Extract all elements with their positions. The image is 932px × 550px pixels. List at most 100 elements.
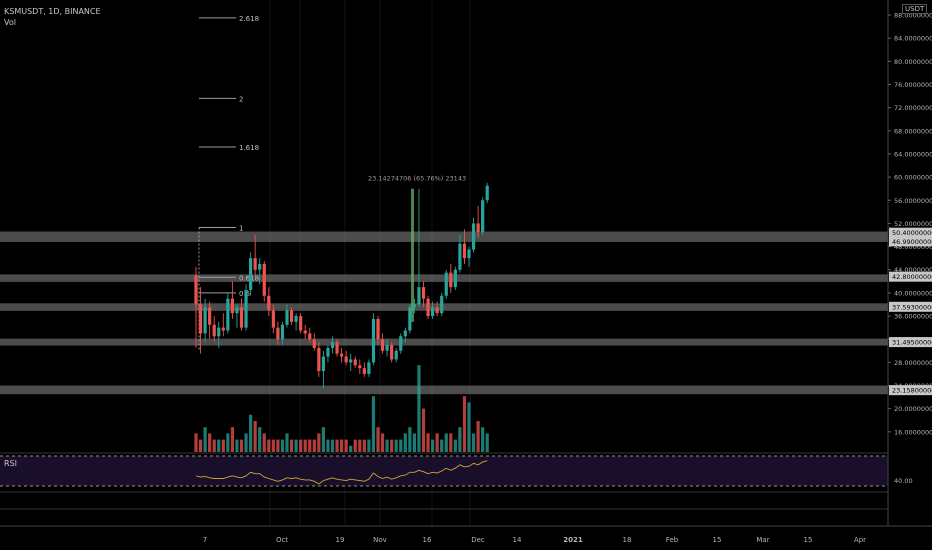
volume-bar <box>481 427 485 452</box>
candle-body <box>426 298 430 317</box>
volume-bar <box>253 421 257 452</box>
fib-level-label: 2.618 <box>239 15 259 23</box>
price-tick-label: 76.00000000 <box>894 81 932 89</box>
candle-body <box>431 307 435 317</box>
volume-bar <box>258 427 262 452</box>
candle-body <box>303 330 307 334</box>
price-badge <box>889 236 932 247</box>
candle-body <box>481 200 485 233</box>
volume-bar <box>399 439 403 452</box>
time-tick-label: 19 <box>336 536 345 544</box>
volume-bar <box>230 427 234 452</box>
zone-band <box>0 274 888 282</box>
volume-bar <box>385 439 389 452</box>
volume-bar <box>462 396 467 452</box>
time-axis[interactable]: 7 Oct 19 Nov 16 Dec 14 2021 18 Feb 15 Mar 15 Apr <box>0 525 932 544</box>
candle-body <box>326 347 330 357</box>
candle-body <box>285 310 289 325</box>
time-tick-label: Feb <box>666 536 679 544</box>
fib-level-label: 2 <box>239 95 243 103</box>
price-badge-label: 42.80000000 <box>892 273 932 281</box>
price-badge-label: 31.49500000 <box>892 339 932 347</box>
rsi-legend[interactable]: RSI <box>4 459 17 468</box>
candle-body <box>335 342 339 354</box>
volume-bar <box>194 433 198 452</box>
price-badge <box>889 385 932 396</box>
volume-bar <box>371 396 376 452</box>
volume-bar <box>276 439 280 452</box>
volume-bar <box>458 427 462 452</box>
candle-body <box>203 307 207 334</box>
time-tick-label: Oct <box>276 536 288 544</box>
volume-bar <box>471 433 476 452</box>
candle-body <box>212 324 216 337</box>
volume-bar <box>340 439 344 452</box>
volume-bar <box>235 439 239 452</box>
volume-legend[interactable]: Vol <box>4 18 16 27</box>
time-tick-label: 18 <box>623 536 632 544</box>
volume-bar <box>285 433 289 452</box>
volume-bars <box>194 365 489 452</box>
price-badge-label: 50.40000000 <box>892 229 932 237</box>
candle-body <box>312 339 316 348</box>
candle-body <box>362 368 366 374</box>
price-tick-label: 60.00000000 <box>894 174 932 182</box>
candle-body <box>330 342 335 348</box>
measure-range <box>411 188 414 322</box>
volume-bar <box>217 439 221 452</box>
candle-body <box>385 345 389 351</box>
candle-body <box>417 287 421 305</box>
volume-bar <box>435 433 439 452</box>
price-tick-label: 72.00000000 <box>894 104 932 112</box>
price-badge <box>889 271 932 282</box>
volume-bar <box>380 433 385 452</box>
candle-body <box>198 304 203 334</box>
price-tick-label: 20.00000000 <box>894 405 932 413</box>
volume-bar <box>376 427 380 452</box>
candle-body <box>449 272 453 288</box>
candle-body <box>440 295 444 314</box>
volume-bar <box>321 427 325 452</box>
candle-body <box>380 339 385 351</box>
symbol-title[interactable]: KSMUSDT, 1D, BINANCE <box>4 7 101 16</box>
volume-bar <box>280 439 285 452</box>
zone-band <box>0 385 888 395</box>
currency-badge[interactable]: USDT <box>902 4 928 14</box>
volume-bar <box>358 439 362 452</box>
volume-bar <box>353 439 357 452</box>
price-tick-label: 48.00000000 <box>894 243 932 251</box>
candle-body <box>321 356 325 372</box>
candle-body <box>340 353 344 357</box>
volume-bar <box>239 439 244 452</box>
volume-bar <box>312 439 316 452</box>
candle-body <box>476 223 480 233</box>
volume-bar <box>476 421 480 452</box>
volume-bar <box>303 439 307 452</box>
candle-body <box>471 223 476 250</box>
time-tick-label: Apr <box>854 536 866 544</box>
price-badge-label: 23.15800000 <box>892 387 932 395</box>
rsi-pane <box>0 452 888 527</box>
volume-bar <box>426 433 430 452</box>
time-tick-label: 15 <box>713 536 722 544</box>
candle-body <box>194 275 198 305</box>
price-tick-label: 16.00000000 <box>894 428 932 436</box>
candle-body <box>453 269 457 288</box>
candle-body <box>262 263 266 296</box>
price-axis[interactable]: 16.0000000020.0000000024.0000000028.0000… <box>887 0 932 526</box>
price-range-measure[interactable]: 23.14274706 (65.76%) 23143 <box>368 175 466 322</box>
volume-bar <box>367 439 371 452</box>
candle-body <box>467 249 471 259</box>
price-tick-label: 28.00000000 <box>894 359 932 367</box>
volume-bar <box>294 439 298 452</box>
volume-bar <box>417 365 421 452</box>
time-tick-label: Nov <box>373 536 387 544</box>
volume-bar <box>198 439 203 452</box>
volume-bar <box>203 427 207 452</box>
volume-bar <box>449 433 453 452</box>
measure-label: 23.14274706 (65.76%) 23143 <box>368 175 466 183</box>
volume-bar <box>453 439 457 452</box>
volume-bar <box>394 439 398 452</box>
rsi-tick-label: 40.00 <box>894 477 913 485</box>
